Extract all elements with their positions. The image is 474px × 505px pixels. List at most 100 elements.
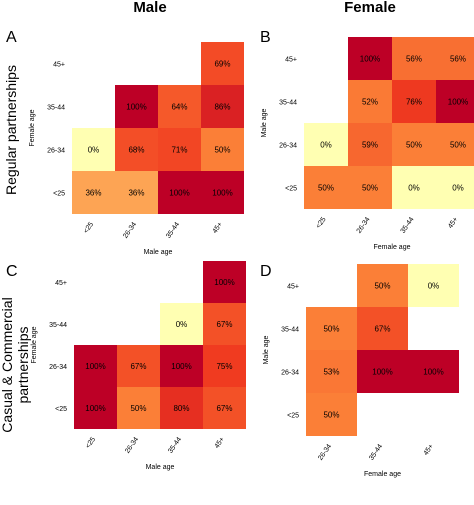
cell-value-label: 56% (406, 55, 422, 64)
y-tick-label: 35-44 (279, 100, 297, 107)
cell-value-label: 100% (423, 368, 443, 377)
heatmap-cell (306, 350, 357, 393)
x-tick-label: 26-34 (124, 436, 140, 455)
heatmap-cell (201, 42, 244, 85)
heatmap-cell (115, 128, 158, 171)
cell-value-label: 50% (323, 325, 339, 334)
heatmap-cell (392, 166, 436, 209)
panel-d: D 50% 53% 100% 100% 50% 67% 50% 0% <25 26-34 35-44 4… (260, 263, 459, 478)
cell-value-label: 50% (130, 404, 146, 413)
cell-value-label: 100% (212, 189, 232, 198)
cell-value-label: 36% (85, 189, 101, 198)
x-tick-label: 35-44 (368, 443, 384, 462)
cell-value-label: 50% (450, 141, 466, 150)
cell-value-label: 80% (173, 404, 189, 413)
x-tick-label: 45+ (212, 221, 225, 235)
cell-value-label: 76% (406, 98, 422, 107)
y-tick-label: <25 (53, 191, 65, 198)
cell-value-label: 86% (214, 103, 230, 112)
x-tick-label: <25 (83, 221, 96, 235)
y-tick-label: 45+ (287, 284, 299, 291)
x-tick-label: 35-44 (165, 221, 181, 240)
x-axis-title: Female age (374, 244, 411, 251)
heatmap-cell (74, 387, 117, 429)
cell-value-label: 0% (452, 184, 464, 193)
cell-value-label: 67% (216, 404, 232, 413)
panel-c: C 100% 50% 80% 67% 100% 67% 100% 75% 0% 67% 100% <25… (6, 261, 246, 471)
heatmap-cell (348, 80, 392, 123)
column-header-female: Female (344, 0, 396, 16)
cell-value-label: 100% (85, 362, 105, 371)
heatmap-cell (201, 85, 244, 128)
y-tick-label: 26-34 (47, 148, 65, 155)
heatmap-cell (304, 166, 348, 209)
row-label-regular: Regular partnerships (3, 65, 19, 195)
x-tick-label: <25 (85, 436, 98, 450)
y-tick-label: 35-44 (47, 105, 65, 112)
heatmap-cell (392, 37, 436, 80)
cell-value-label: 50% (318, 184, 334, 193)
x-axis-title: Male age (146, 464, 175, 471)
y-tick-label: 45+ (53, 62, 65, 69)
y-tick-label: <25 (287, 413, 299, 420)
x-tick-label: <25 (315, 216, 328, 230)
heatmap-cell (160, 345, 203, 387)
x-tick-label: 45+ (447, 216, 460, 230)
cell-value-label: 100% (448, 98, 468, 107)
cell-value-label: 0% (428, 282, 440, 291)
y-tick-label: 26-34 (49, 364, 67, 371)
heatmap-cell (436, 123, 474, 166)
panel-letter: D (260, 263, 272, 280)
y-tick-label: 45+ (55, 280, 67, 287)
heatmap-cell (158, 85, 201, 128)
cell-value-label: 0% (320, 141, 332, 150)
heatmap-cell (392, 80, 436, 123)
cell-value-label: 50% (406, 141, 422, 150)
heatmap-cell (72, 128, 115, 171)
panel-letter: C (6, 263, 18, 280)
heatmap-cell (348, 37, 392, 80)
x-tick-label: 45+ (214, 436, 227, 450)
heatmap-cell (392, 123, 436, 166)
cell-value-label: 100% (360, 55, 380, 64)
row-label-casual-line2: partnerships (15, 326, 31, 403)
y-tick-label: <25 (55, 406, 67, 413)
cell-value-label: 50% (323, 411, 339, 420)
cell-value-label: 69% (214, 60, 230, 69)
cell-value-label: 67% (374, 325, 390, 334)
heatmap-cell (201, 128, 244, 171)
heatmap-cell (201, 171, 244, 214)
cell-value-label: 50% (374, 282, 390, 291)
panels-group: A 36% 36% 100% 100% 0% 68% 71% 50% 100% 64% 86% 69% <… (6, 29, 474, 478)
cell-value-label: 0% (176, 320, 188, 329)
heatmap-cell (158, 171, 201, 214)
x-tick-label: 26-34 (356, 216, 372, 235)
cell-value-label: 50% (214, 146, 230, 155)
y-tick-label: 45+ (285, 57, 297, 64)
heatmap-cell (115, 85, 158, 128)
cell-value-label: 68% (128, 146, 144, 155)
y-tick-label: <25 (285, 186, 297, 193)
cell-value-label: 100% (85, 404, 105, 413)
x-tick-label: 26-34 (122, 221, 138, 240)
y-tick-label: 26-34 (281, 370, 299, 377)
cell-value-label: 71% (171, 146, 187, 155)
heatmap-cell (348, 166, 392, 209)
cell-value-label: 100% (126, 103, 146, 112)
panel-b: B 50% 50% 0% 0% 0% 59% 50% 50% 52% 76% 100% 100% 56% 5… (260, 29, 474, 251)
panel-letter: B (260, 29, 271, 46)
heatmap-cell (203, 345, 246, 387)
y-tick-label: 35-44 (281, 327, 299, 334)
x-axis-title: Male age (144, 249, 173, 256)
heatmap-cell (408, 350, 459, 393)
heatmap-cell (357, 264, 408, 307)
heatmap-cell (158, 128, 201, 171)
heatmap-cell (408, 264, 459, 307)
heatmap-cell (436, 166, 474, 209)
row-label-casual-line1: Casual & Commercial (0, 297, 15, 432)
heatmap-cell (115, 171, 158, 214)
heatmap-cell (357, 307, 408, 350)
heatmap-cell (348, 123, 392, 166)
heatmap-cell (160, 387, 203, 429)
